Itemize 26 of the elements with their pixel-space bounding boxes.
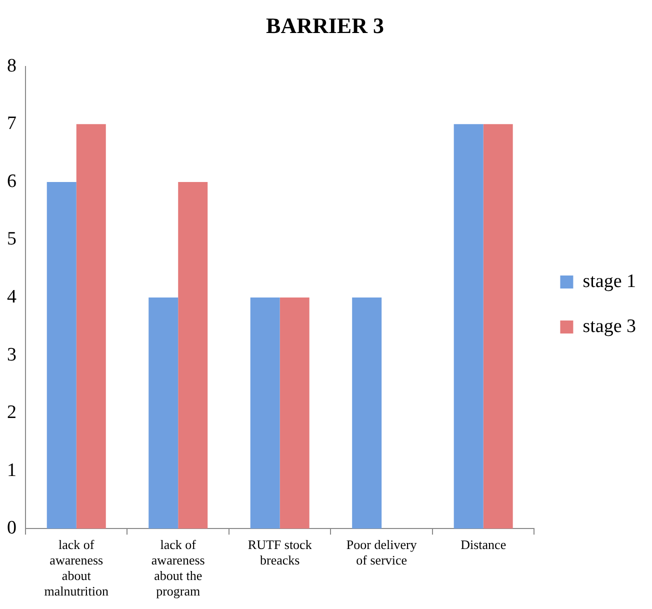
- y-tick-label: 0: [7, 518, 16, 539]
- bar: [46, 182, 76, 529]
- chart-title: BARRIER 3: [266, 12, 384, 38]
- x-tick-label: Distance: [460, 536, 506, 552]
- y-tick-label: 8: [7, 55, 16, 76]
- bar: [454, 124, 484, 529]
- x-tick-label: Poor delivery of service: [346, 536, 418, 568]
- bar: [280, 298, 310, 529]
- legend-label: stage 1: [582, 270, 636, 292]
- y-tick-label: 7: [7, 113, 16, 134]
- bar: [76, 124, 106, 529]
- y-tick-label: 5: [7, 228, 16, 250]
- y-tick-label: 6: [7, 170, 16, 192]
- bar: [352, 298, 382, 529]
- x-tick-label: lack of awareness about malnutrition: [44, 536, 109, 599]
- bar: [250, 298, 280, 529]
- y-tick-label: 3: [7, 344, 16, 366]
- bar: [178, 182, 208, 529]
- y-tick-label: 2: [7, 402, 16, 424]
- bar: [148, 298, 178, 529]
- x-tick-label: RUTF stock breacks: [248, 536, 312, 568]
- y-tick-label: 1: [7, 460, 16, 481]
- legend-label: stage 3: [582, 316, 636, 337]
- bar: [483, 124, 513, 529]
- y-tick-label: 4: [7, 286, 17, 308]
- x-tick-label: lack of awareness about the program: [151, 536, 205, 599]
